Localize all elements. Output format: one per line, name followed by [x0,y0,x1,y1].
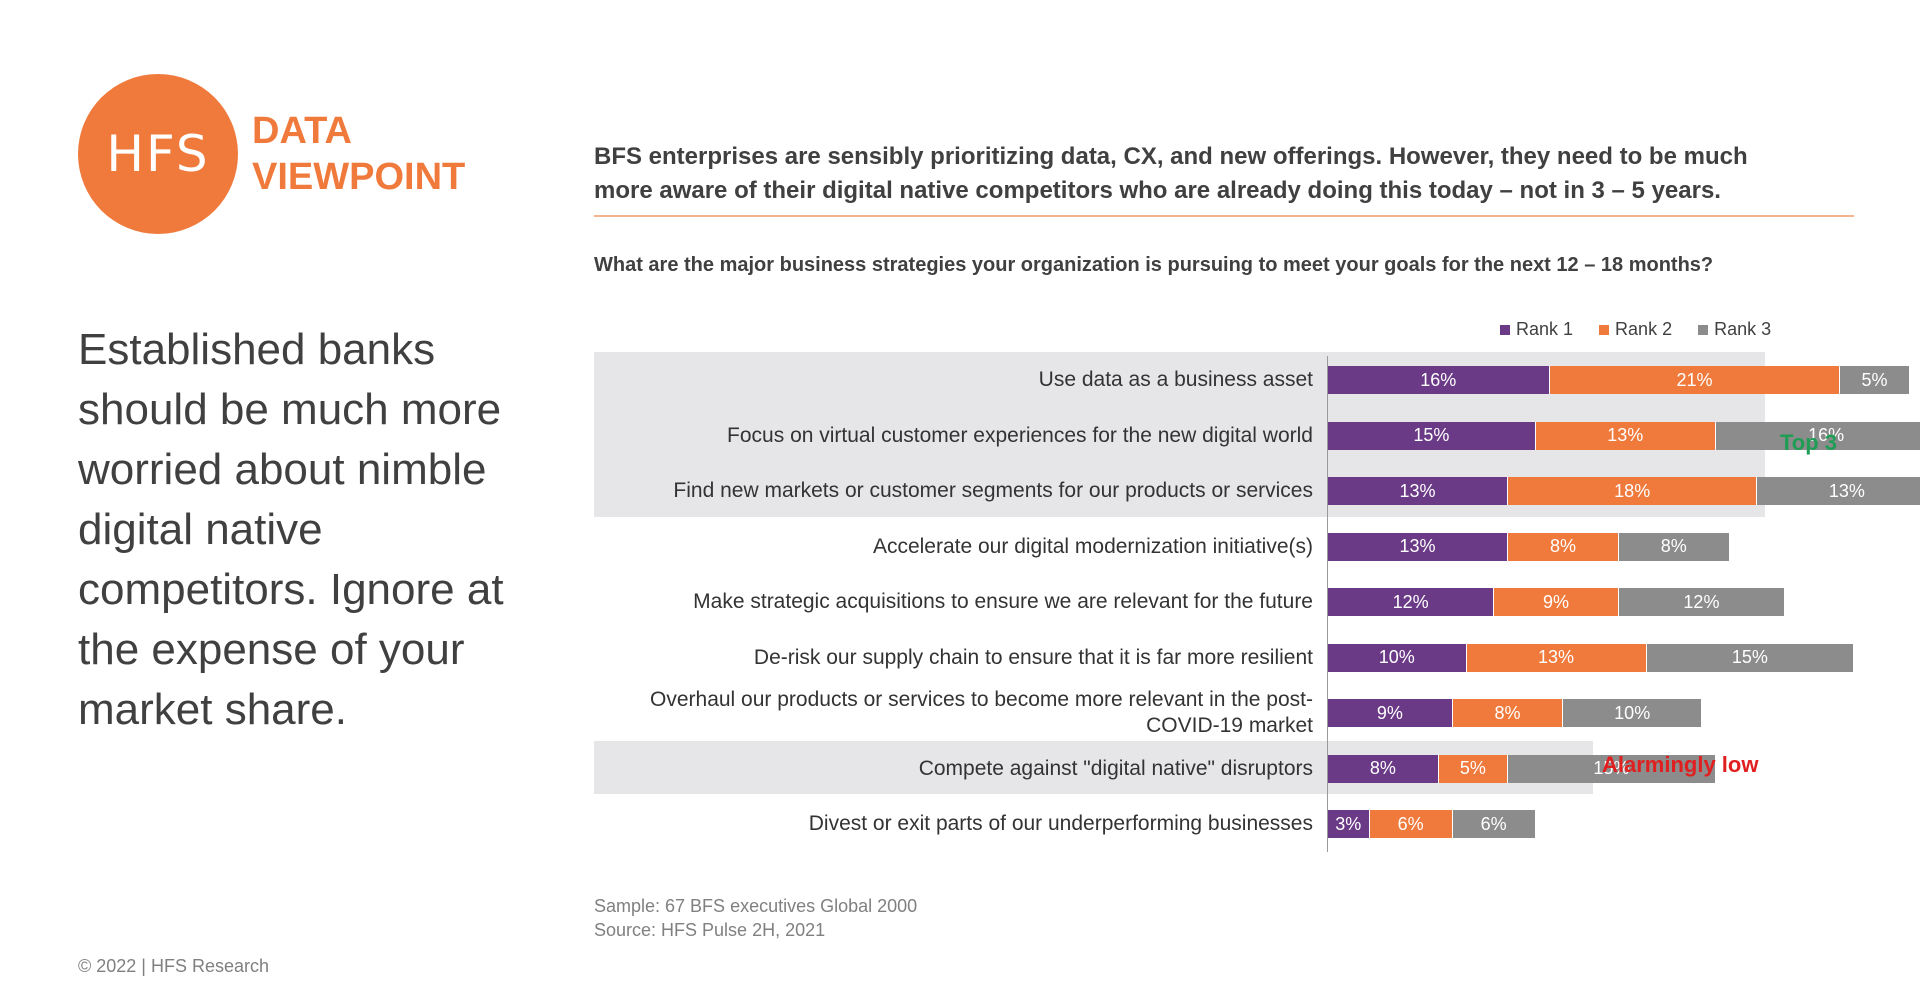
legend-item-rank-1: Rank 1 [1500,319,1573,340]
data-label: 16% [1420,369,1457,390]
hfs-logo-circle: HFS [78,74,238,234]
bar-segment-rank-2: 18% [1508,477,1758,505]
data-label: 15% [1593,758,1630,778]
headline: BFS enterprises are sensibly prioritizin… [594,140,1864,208]
bar-segment-rank-3: 5% [1840,366,1910,394]
legend-swatch-rank-1 [1500,324,1510,335]
data-label: 15% [1413,425,1450,445]
category-label: Overhaul our products or services to bec… [650,688,1313,737]
data-label: 13% [1607,425,1644,445]
footnote-sample: Sample: 67 BFS executives Global 2000 [594,896,918,916]
data-label: 15% [1731,647,1768,667]
callout-top-3: Top 3 [1780,430,1838,455]
bar-segment-rank-3: 15% [1646,643,1855,672]
data-label: 10% [1378,647,1415,667]
category-label: Compete against "digital native" disrupt… [918,756,1313,780]
legend-label-rank-1: Rank 1 [1516,319,1574,339]
callout-alarmingly-low: Alarmingly low [1602,752,1759,777]
bar-segment-rank-2: 9% [1494,588,1619,616]
lead-statement: Established banks should be much more wo… [78,325,504,734]
bar-segment-rank-1: 8% [1328,754,1439,783]
data-label: 6% [1480,813,1507,834]
legend-item-rank-3: Rank 3 [1698,319,1771,340]
legend-label-rank-2: Rank 2 [1615,319,1673,339]
logo-wordmark: DATA VIEWPOINT [252,108,465,200]
bar-segment-rank-2: 21% [1549,366,1841,394]
bar-segment-rank-1: 12% [1328,588,1495,616]
headline-line-1: BFS enterprises are sensibly prioritizin… [594,143,1748,170]
data-label: 13% [1399,536,1436,556]
legend-swatch-rank-2 [1599,324,1610,335]
data-label: 5% [1459,758,1486,778]
category-label: Find new markets or customer segments fo… [673,479,1313,502]
bar-segment-rank-1: 16% [1328,366,1550,394]
data-label: 13% [1399,480,1436,501]
bar-segment-rank-1: 13% [1328,477,1509,505]
bar-segment-rank-1: 10% [1328,643,1467,672]
bar-segment-rank-3: 8% [1618,532,1730,561]
bar-segment-rank-3: 10% [1563,699,1702,727]
footnote-source: Source: HFS Pulse 2H, 2021 [594,920,826,940]
bar-segment-rank-3: 15% [1508,754,1716,783]
chart-legend: Rank 1 Rank 2 Rank 3 [1500,319,1771,340]
headline-divider [594,215,1854,217]
data-label: 12% [1683,591,1720,612]
bar-segment-rank-1: 3% [1328,810,1370,838]
bar-segment-rank-3: 6% [1452,810,1536,838]
data-label: 9% [1376,702,1403,723]
bar-segment-rank-2: 13% [1466,643,1647,672]
legend-swatch-rank-3 [1698,324,1709,335]
category-label: Divest or exit parts of our underperform… [808,812,1313,835]
bar-segment-rank-2: 5% [1438,754,1509,783]
logo-mark: HFS [106,125,210,183]
bar-segment-rank-1: 9% [1328,699,1453,727]
logo-line-2: VIEWPOINT [252,156,466,198]
data-label: 8% [1494,702,1521,723]
category-label: Make strategic acquisitions to ensure we… [693,590,1313,613]
data-label: 8% [1549,536,1576,556]
legend-label-rank-3: Rank 3 [1714,319,1772,339]
logo-line-1: DATA [252,110,352,152]
data-label: 6% [1397,813,1424,834]
bar-segment-rank-3: 16% [1715,421,1920,450]
data-label: 12% [1392,591,1429,612]
data-label: 18% [1614,480,1651,501]
bar-segment-rank-3: 12% [1618,588,1786,616]
bar-segment-rank-2: 8% [1452,699,1564,727]
data-label: 16% [1808,425,1845,445]
data-label: 8% [1660,536,1687,556]
category-label: Use data as a business asset [1038,368,1313,391]
bar-segment-rank-1: 15% [1328,421,1536,450]
category-label: De-risk our supply chain to ensure that … [753,645,1313,669]
bar-segment-rank-2: 13% [1535,421,1716,450]
category-axis-line [1327,356,1328,852]
data-label: 9% [1543,591,1570,612]
category-label: Accelerate our digital modernization ini… [872,534,1313,558]
data-label: 13% [1538,647,1575,667]
bar-segment-rank-2: 6% [1369,810,1453,838]
bar-segment-rank-2: 8% [1508,532,1619,561]
data-label: 21% [1676,369,1713,390]
bar-segment-rank-3: 13% [1757,477,1920,505]
data-label: 10% [1614,702,1651,723]
data-label: 3% [1335,813,1362,834]
data-label: 5% [1861,369,1888,390]
headline-line-2: more aware of their digital native compe… [594,177,1721,204]
data-label: 8% [1369,758,1396,778]
chart-title: What are the major business strategies y… [594,254,1714,276]
data-label: 13% [1828,480,1865,501]
legend-item-rank-2: Rank 2 [1599,319,1672,340]
category-label: Focus on virtual customer experiences fo… [727,423,1313,447]
copyright: © 2022 | HFS Research [78,956,270,976]
footnote: Sample: 67 BFS executives Global 2000 So… [594,894,917,942]
bar-segment-rank-1: 13% [1328,532,1509,561]
